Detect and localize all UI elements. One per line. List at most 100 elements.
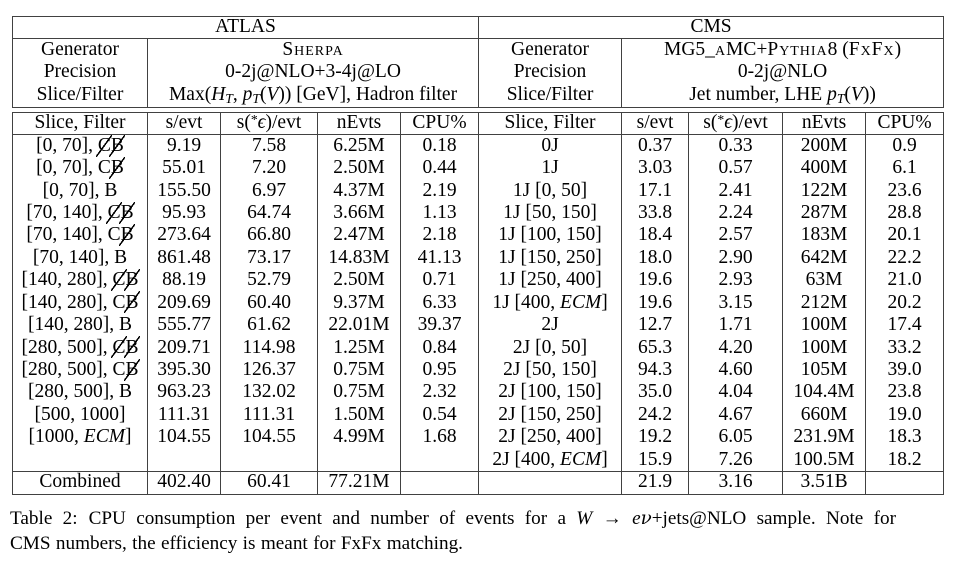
cms-cpu-cell — [865, 470, 945, 495]
cms-cpu-cell: 28.8 — [865, 202, 945, 225]
cms-s-evt-cell: 19.6 — [621, 291, 690, 315]
atlas-slice-filter-cell: [280, 500], CB — [12, 336, 148, 360]
cms-generator-label: Generator — [478, 38, 623, 61]
atlas-nevts-cell: 6.25M — [317, 134, 401, 158]
atlas-slice-filter-cell: [280, 500], CB — [12, 358, 148, 382]
atlas-nevts-cell: 1.50M — [317, 403, 401, 427]
cms-slice-filter-cell: 2J [400, ECM] — [478, 448, 623, 472]
cms-s-eff-evt-cell: 6.05 — [688, 426, 784, 449]
caption-text-1: CPU consumption per event and number of … — [88, 508, 896, 529]
atlas-s-evt-cell: 555.77 — [147, 314, 221, 337]
styled-text: ECM — [560, 291, 602, 313]
atlas-generator-label: Generator — [12, 38, 148, 61]
cms-precision-label: Precision — [478, 61, 623, 84]
atlas-cpu-cell: 2.32 — [400, 381, 480, 404]
styled-text: W — [576, 508, 593, 529]
atlas-nevts-cell: 9.37M — [317, 291, 401, 315]
atlas-nevts-cell: 4.37M — [317, 179, 401, 202]
atlas-s-eff-evt-cell: 114.98 — [220, 336, 318, 360]
atlas-generator-value: Sherpa — [147, 38, 480, 61]
atlas-cpu-cell — [400, 470, 480, 495]
data-row: [280, 500], CB 395.30 126.37 0.75M 0.95 2J [5… — [12, 358, 945, 382]
atlas-s-eff-evt-cell: 126.37 — [220, 359, 318, 382]
cms-cpu-cell: 18.3 — [865, 426, 945, 449]
data-row: [280, 500], CB 209.71 114.98 1.25M 0.84 2J [0… — [12, 336, 945, 360]
atlas-slice-filter-cell: [0, 70], CB — [12, 156, 148, 180]
styled-text: B — [123, 291, 141, 314]
cms-s-eff-evt-cell: 4.04 — [688, 381, 784, 404]
cms-s-eff-evt-cell: 3.16 — [688, 470, 784, 495]
table-caption: Table 2: CPU consumption per event and nu… — [10, 506, 896, 556]
cms-s-evt-cell: 35.0 — [621, 381, 690, 404]
atlas-slice-filter-label: Slice/Filter — [12, 84, 148, 108]
styled-text: p — [827, 84, 837, 106]
data-row: [280, 500], B 963.23 132.02 0.75M 2.32 2J [10… — [12, 381, 945, 404]
cms-nevts-cell: 660M — [782, 403, 867, 427]
cms-s-eff-evt-cell: 1.71 — [688, 314, 784, 337]
cms-col-s-eff-evt: s(*ϵ)/evt — [688, 111, 784, 136]
cms-slice-filter-value: Jet number, LHE pT(V)) — [621, 84, 945, 108]
cms-nevts-cell: 100M — [782, 314, 867, 337]
cms-s-eff-evt-cell: 7.26 — [688, 449, 784, 472]
styled-text: ECM — [560, 448, 602, 470]
atlas-slice-filter-cell: [280, 500], B — [12, 381, 148, 404]
cms-nevts-cell: 642M — [782, 246, 867, 270]
cms-cpu-cell: 18.2 — [865, 449, 945, 472]
atlas-s-eff-evt-cell: 7.58 — [220, 134, 318, 158]
cms-s-evt-cell: 12.7 — [621, 314, 690, 337]
cpu-consumption-table: ATLAS CMS Generator Sherpa Generator MG5… — [11, 15, 945, 495]
cms-s-evt-cell: 3.03 — [621, 157, 690, 180]
cms-s-eff-evt-cell: 0.57 — [688, 157, 784, 180]
atlas-s-evt-cell: 88.19 — [147, 269, 221, 292]
atlas-s-eff-evt-cell: 52.79 — [220, 269, 318, 292]
atlas-slice-filter-cell: [140, 280], B — [12, 314, 148, 337]
cms-slice-filter-cell: 1J [0, 50] — [478, 179, 623, 202]
atlas-slice-filter-cell: [500, 1000] — [12, 403, 148, 427]
data-row: 2J [400, ECM] 15.9 7.26 100.5M 18.2 — [12, 448, 945, 472]
styled-text: Sherpa — [282, 38, 344, 60]
styled-text: C — [96, 134, 113, 158]
atlas-slice-filter-cell: [140, 280], CB — [12, 268, 148, 292]
caption-label: Table 2: — [10, 508, 78, 529]
slice-filter-row: Slice/Filter Max(HT, pT(V)) [GeV], Hadro… — [12, 84, 945, 108]
atlas-s-evt-cell: 861.48 — [147, 246, 221, 270]
atlas-s-evt-cell: 402.40 — [147, 470, 221, 495]
cms-nevts-cell: 212M — [782, 291, 867, 315]
cms-slice-filter-cell: 2J [100, 150] — [478, 381, 623, 404]
cms-nevts-cell: 287M — [782, 202, 867, 225]
cms-nevts-cell: 100M — [782, 336, 867, 360]
cms-nevts-cell: 100.5M — [782, 449, 867, 472]
experiment-title-row: ATLAS CMS — [11, 15, 945, 39]
cms-slice-filter-cell: 1J [100, 150] — [478, 224, 623, 247]
atlas-cpu-cell: 0.71 — [400, 269, 480, 292]
cms-col-s-evt: s/evt — [621, 111, 690, 136]
styled-text: FxFx — [848, 38, 895, 60]
atlas-s-evt-cell: 111.31 — [147, 403, 221, 427]
cms-slice-filter-cell — [478, 470, 623, 495]
atlas-s-evt-cell: 963.23 — [147, 381, 221, 404]
cms-s-eff-evt-cell: 2.93 — [688, 269, 784, 292]
styled-text: B — [123, 268, 141, 292]
atlas-cpu-cell: 2.19 — [400, 179, 480, 202]
cms-s-eff-evt-cell: 2.57 — [688, 224, 784, 247]
cms-s-eff-evt-cell: 2.24 — [688, 202, 784, 225]
atlas-nevts-cell: 2.50M — [317, 157, 401, 180]
atlas-s-eff-evt-cell: 132.02 — [220, 381, 318, 404]
cms-s-evt-cell: 33.8 — [621, 202, 690, 225]
atlas-cpu-cell: 0.84 — [400, 336, 480, 360]
atlas-s-eff-evt-cell: 60.40 — [220, 291, 318, 315]
precision-row: Precision 0-2j@NLO+3-4j@LO Precision 0-2… — [12, 61, 945, 84]
atlas-nevts-cell — [317, 448, 401, 472]
cms-nevts-cell: 231.9M — [782, 426, 867, 449]
cms-s-eff-evt-cell: 4.67 — [688, 403, 784, 427]
cms-nevts-cell: 183M — [782, 224, 867, 247]
atlas-slice-filter-cell: [0, 70], B — [12, 179, 148, 202]
atlas-nevts-cell: 2.50M — [317, 269, 401, 292]
atlas-s-evt-cell: 155.50 — [147, 179, 221, 202]
combined-row: Combined 402.40 60.41 77.21M 21.9 3.16 3.51B — [12, 470, 945, 495]
atlas-nevts-cell: 77.21M — [317, 470, 401, 495]
styled-text: C — [110, 268, 128, 292]
styled-text: B — [123, 336, 141, 359]
atlas-s-evt-cell: 395.30 — [147, 359, 221, 382]
data-row: [0, 70], B 155.50 6.97 4.37M 2.19 1J [0, 50] 1… — [12, 179, 945, 202]
